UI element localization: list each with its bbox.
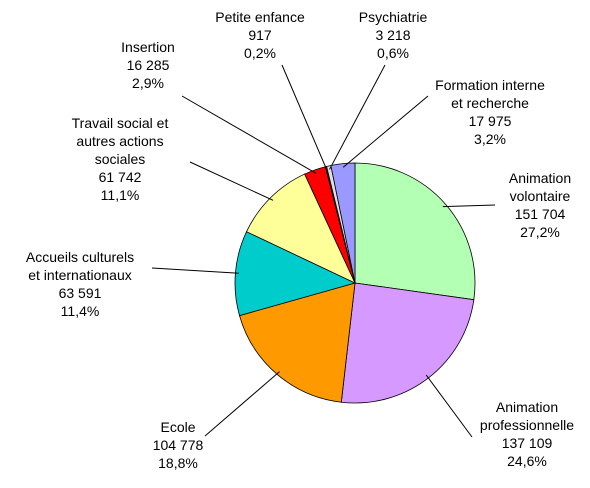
value-label: 151 704 [515,206,566,222]
leader-line [281,64,328,171]
percentage-label: 27,2% [520,224,560,240]
category-label: Ecole [160,419,195,435]
pie-slice [330,162,356,284]
value-label: 917 [248,27,272,43]
leader-line [442,204,496,208]
leader-line [425,374,473,438]
leader-line [151,267,240,274]
value-label: 16 285 [127,57,170,73]
category-label: Animation volontaire [509,170,571,204]
percentage-label: 11,1% [101,187,140,203]
percentage-label: 2,9% [132,75,164,91]
leader-line [329,64,386,170]
value-label: 63 591 [59,285,102,301]
value-label: 17 975 [469,113,512,129]
percentage-label: 0,2% [244,45,276,61]
leader-line [342,95,429,168]
percentage-label: 18,8% [158,455,198,471]
category-label: Petite enfance [215,9,305,25]
percentage-label: 3,2% [474,131,506,147]
pie-slice [354,162,476,301]
category-label: Insertion [121,39,175,55]
pie-slice [245,173,356,284]
category-label: Accueils culturels et internationaux [26,249,134,283]
value-label: 104 778 [153,437,204,453]
category-label: Travail social et autres actions sociales [72,115,169,167]
value-label: 61 742 [99,169,142,185]
value-label: 137 109 [502,435,553,451]
percentage-label: 24,6% [507,453,547,469]
percentage-label: 11,4% [61,303,100,319]
value-label: 3 218 [375,27,410,43]
pie-slice [340,282,475,404]
percentage-label: 0,6% [377,45,409,61]
category-label: Formation interne et recherche [435,77,545,111]
category-label: Animation professionnelle [480,399,574,433]
leader-line [189,161,274,201]
leader-line [181,95,317,174]
category-label: Psychiatrie [359,9,428,25]
leader-line [204,371,280,437]
pie-slice [239,282,356,403]
